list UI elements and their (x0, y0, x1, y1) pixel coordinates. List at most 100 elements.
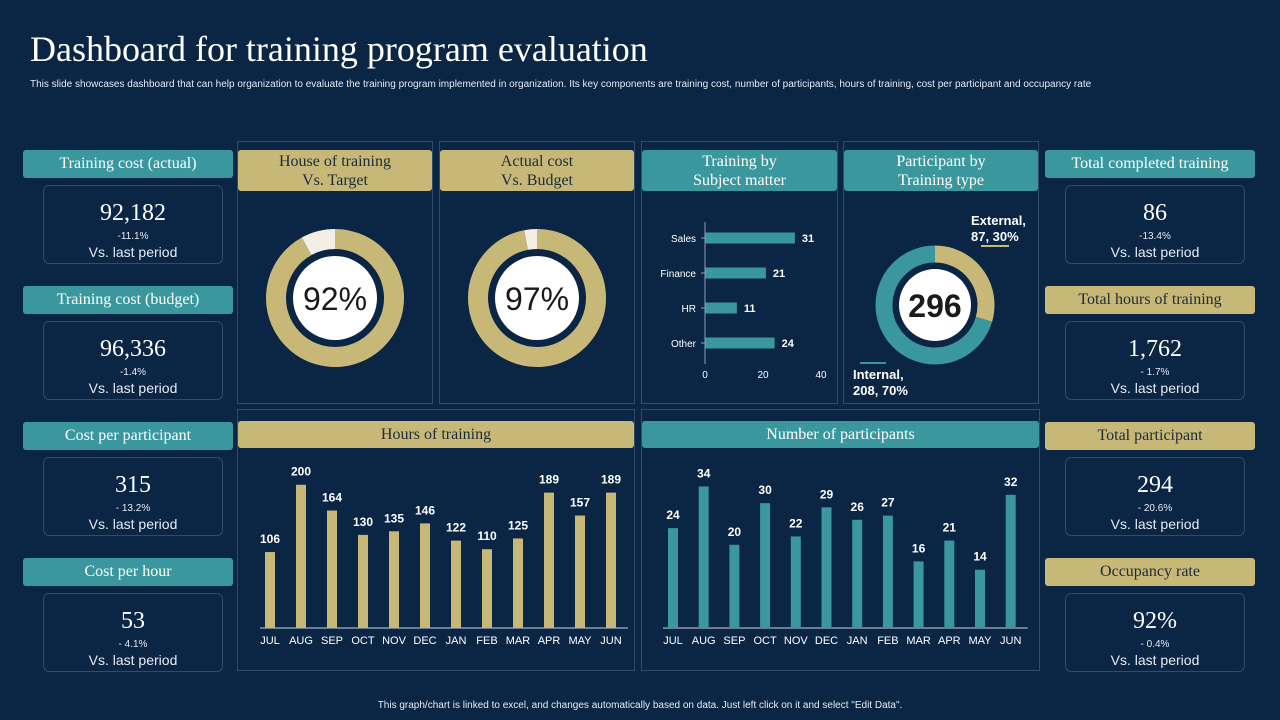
donut-slice-achieved (468, 229, 606, 367)
slice-label-detail: 87, 30% (971, 229, 1019, 244)
kpi-comparison: Vs. last period (1110, 652, 1200, 668)
x-tick-label: SEP (723, 635, 745, 647)
kpi-value: 294 (1137, 472, 1173, 498)
kpi-change: -1.4% (119, 367, 147, 378)
bar (513, 538, 523, 628)
bar (389, 531, 399, 628)
footer-note: This graph/chart is linked to excel, and… (377, 700, 903, 711)
bar-value-label: 125 (508, 518, 528, 532)
bar-value-label: 32 (1004, 475, 1018, 489)
kpi-label-occupancy-rate: Occupancy rate (1045, 558, 1255, 586)
bar (705, 302, 737, 314)
kpi-comparison: Vs. last period (1110, 516, 1200, 532)
donut-slice-achieved (266, 229, 404, 367)
panel-title-line: Participant by (896, 152, 986, 170)
x-tick-label: JUN (1000, 635, 1021, 647)
x-tick-label: AUG (289, 635, 313, 647)
bar-value-label: 157 (570, 496, 590, 510)
bar-value-label: 30 (758, 483, 772, 497)
panel-number-of-participants (641, 409, 1040, 671)
x-tick-label: FEB (476, 635, 497, 647)
bar (913, 561, 924, 628)
panel-title-line: Subject matter (693, 171, 786, 189)
x-tick-label: SEP (321, 635, 343, 647)
kpi-change: - 4.1% (118, 639, 148, 650)
bar-value-label: 106 (260, 532, 280, 546)
x-tick-label: APR (938, 635, 961, 647)
page-title: Dashboard for training program evaluatio… (30, 29, 648, 69)
bar-category-label: Other (671, 339, 697, 350)
kpi-card-training-cost-actual: 92,182 -11.1% Vs. last period (43, 185, 223, 264)
bar-value-label: 34 (697, 466, 711, 480)
bar (760, 503, 771, 628)
bar (1005, 494, 1016, 628)
x-tick-label: OCT (351, 635, 375, 647)
bar (882, 515, 893, 628)
kpi-comparison: Vs. last period (88, 652, 178, 668)
kpi-label-training-cost-actual: Training cost (actual) (23, 150, 233, 178)
kpi-value: 1,762 (1128, 336, 1182, 362)
bar-value-label: 31 (802, 233, 814, 245)
x-tick-label: JUN (600, 635, 621, 647)
bar (544, 492, 554, 628)
bar-value-label: 200 (291, 465, 311, 479)
kpi-label-total-completed-training: Total completed training (1045, 150, 1255, 178)
panel-participant-by-type (843, 141, 1039, 404)
bar-category-label: HR (682, 304, 696, 315)
kpi-card-total-hours-of-training: 1,762 - 1.7% Vs. last period (1065, 321, 1245, 400)
kpi-comparison: Vs. last period (88, 516, 178, 532)
bar-chart-hours-of-training: 106 JUL 200 AUG 164 SEP 130 OCT 135 NOV 146 DEC 122 J… (260, 465, 628, 647)
kpi-value: 53 (121, 608, 145, 634)
kpi-change: - 0.4% (1140, 639, 1170, 650)
kpi-label-total-hours-of-training: Total hours of training (1045, 286, 1255, 314)
bar-value-label: 20 (728, 525, 742, 539)
bar-value-label: 164 (322, 491, 342, 505)
donut-chart-hours-vs-target: 92% (266, 229, 404, 367)
panel-title-line: Vs. Budget (500, 171, 573, 189)
kpi-change: - 20.6% (1137, 503, 1173, 514)
bar-value-label: 146 (415, 503, 435, 517)
slice-label-detail: 208, 70% (853, 383, 908, 398)
panel-title-hours-vs-target: House of training Vs. Target (238, 150, 432, 191)
panel-title-number-of-participants: Number of participants (642, 421, 1039, 448)
bar (944, 540, 955, 628)
bar (327, 510, 337, 628)
bar (420, 523, 430, 628)
donut-slice-remaining (524, 229, 538, 250)
slice-label-name: External, (971, 213, 1026, 228)
kpi-change: -11.1% (117, 231, 149, 242)
x-tick-label: JUL (260, 635, 280, 647)
x-tick-label: OCT (753, 635, 777, 647)
bar-value-label: 130 (353, 515, 373, 529)
bar (358, 534, 368, 628)
bar-value-label: 16 (912, 541, 926, 555)
page-subtitle: This slide showcases dashboard that can … (30, 79, 1092, 90)
x-tick-label: FEB (877, 635, 898, 647)
bar-value-label: 189 (539, 473, 559, 487)
kpi-change: - 1.7% (1140, 367, 1170, 378)
bar (698, 486, 709, 628)
kpi-value: 92,182 (100, 200, 166, 226)
donut-center-label: 92% (303, 281, 367, 317)
kpi-comparison: Vs. last period (88, 244, 178, 260)
bar (606, 492, 616, 628)
bar-value-label: 22 (789, 516, 803, 530)
bar-chart-number-of-participants: 24 JUL 34 AUG 20 SEP 30 OCT 22 NOV 29 DEC 26 JAN 27 FEB… (663, 466, 1028, 647)
kpi-card-training-cost-budget: 96,336 -1.4% Vs. last period (43, 321, 223, 400)
panel-hours-of-training (237, 409, 635, 671)
kpi-card-cost-per-hour: 53 - 4.1% Vs. last period (43, 593, 223, 672)
x-tick-label: JAN (446, 635, 467, 647)
kpi-label-cost-per-participant: Cost per participant (23, 422, 233, 450)
panel-title-line: House of training (279, 152, 391, 170)
bar (729, 544, 740, 628)
bar (705, 232, 795, 244)
kpi-change: - 13.2% (115, 503, 151, 514)
bar-category-label: Sales (671, 234, 696, 245)
bar (482, 549, 492, 628)
bar (705, 267, 766, 279)
kpi-comparison: Vs. last period (1110, 380, 1200, 396)
x-tick-label: JAN (847, 635, 868, 647)
x-tick-label: MAY (968, 635, 992, 647)
bar-value-label: 110 (477, 529, 497, 543)
kpi-label-training-cost-budget: Training cost (budget) (23, 286, 233, 314)
